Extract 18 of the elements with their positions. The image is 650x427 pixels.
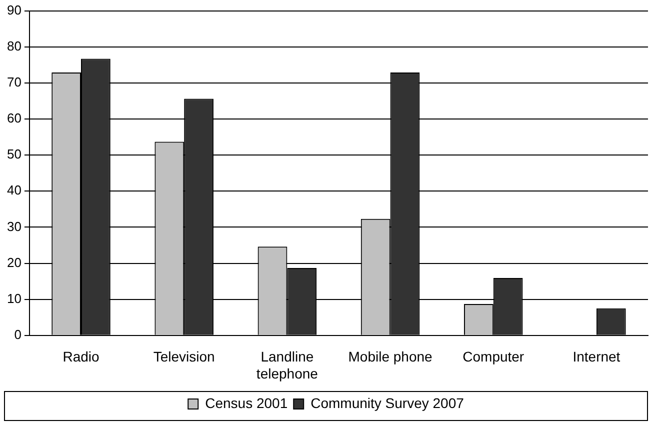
y-tick-label: 40 [6,182,22,198]
y-tick-label: 70 [6,74,22,90]
x-tick-label: Mobile phone [348,348,433,365]
x-tick-label: Landline telephone [256,348,318,382]
legend-label: Community Survey 2007 [310,394,464,411]
y-tick-label: 90 [6,2,22,18]
legend-label: Census 2001 [205,394,288,411]
x-tick-label: Radio [62,348,100,365]
y-tick-label: 0 [14,326,22,342]
y-tick-label: 10 [6,290,22,306]
y-tick-label: 30 [6,218,22,234]
x-tick-label: Internet [572,348,620,365]
x-tick-label: Television [153,348,215,365]
x-tick-label: Computer [462,348,524,365]
y-tick-label: 20 [6,254,22,270]
y-tick-label: 60 [6,110,22,126]
y-tick-label: 80 [6,38,22,54]
y-tick-label: 50 [6,146,22,162]
